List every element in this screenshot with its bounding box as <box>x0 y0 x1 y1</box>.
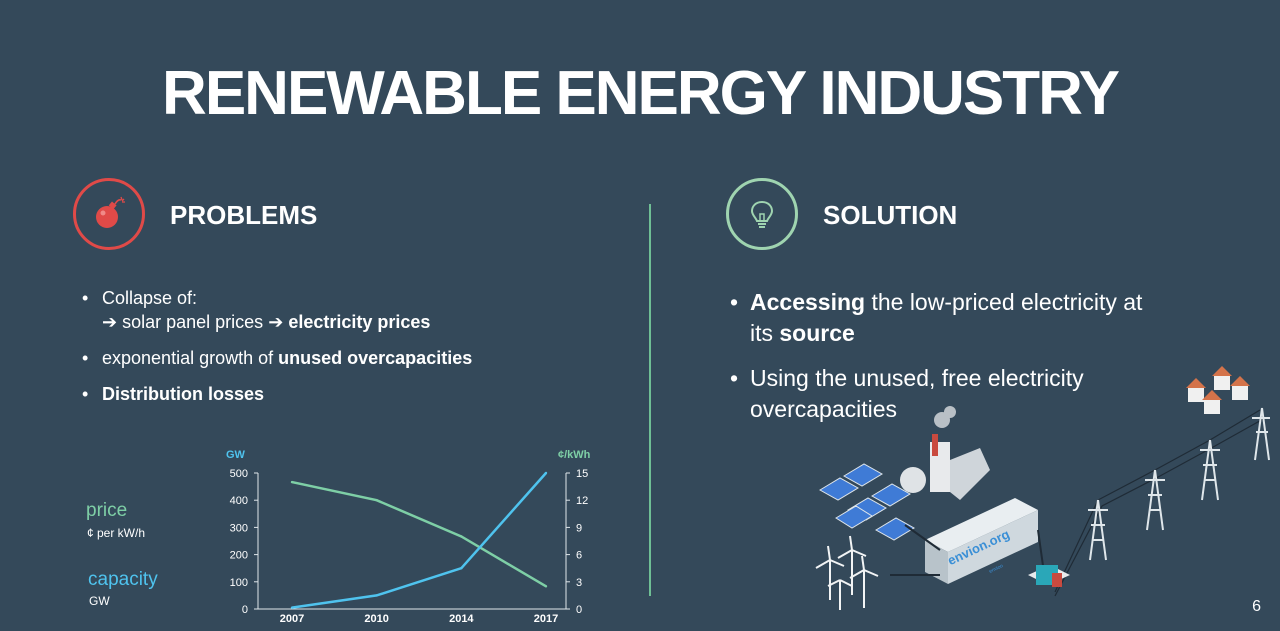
pylon-icons <box>1088 407 1270 561</box>
factory-icon <box>900 406 990 500</box>
right-tick-label: 6 <box>576 550 582 562</box>
problems-list: Collapse of: ➔ solar panel prices ➔ elec… <box>82 286 472 418</box>
transformer-icon <box>1028 565 1070 587</box>
problems-heading: PROBLEMS <box>170 200 318 230</box>
left-tick-label: 500 <box>230 468 248 480</box>
bullet-emphasis: source <box>779 320 855 346</box>
container-icon: envion.org envion <box>925 498 1038 584</box>
list-item: Accessing the low-priced electricity at … <box>730 287 1170 349</box>
solar-panel-icons <box>819 463 915 541</box>
bullet-emphasis: Accessing <box>750 289 866 315</box>
lightbulb-icon <box>726 178 798 250</box>
container-sublabel: envion <box>988 563 1004 575</box>
bullet-emphasis: electricity prices <box>288 312 431 332</box>
left-axis-title: GW <box>226 449 246 461</box>
bullet-text: solar panel prices <box>122 312 264 332</box>
arrow-icon: ➔ <box>268 312 284 332</box>
list-item: Distribution losses <box>82 382 472 406</box>
list-item: Using the unused, free electricity overc… <box>730 363 1150 425</box>
right-tick-label: 12 <box>576 495 588 507</box>
energy-grid-illustration: envion.org envion <box>815 366 1270 610</box>
bullet-text: the low-priced electricity at its <box>750 289 1143 346</box>
series-line-capacity <box>291 472 547 609</box>
right-axis-title: ¢/kWh <box>558 449 591 461</box>
right-tick-label: 3 <box>576 577 582 589</box>
left-tick-label: 400 <box>230 495 248 507</box>
solution-list: Accessing the low-priced electricity at … <box>730 287 1170 439</box>
data-point-capacity <box>544 471 548 475</box>
x-tick-label: 2010 <box>364 613 388 625</box>
data-point-price <box>290 480 294 484</box>
houses-icon <box>1186 366 1250 414</box>
data-point-price <box>375 499 378 502</box>
list-item: Collapse of: ➔ solar panel prices ➔ elec… <box>82 286 472 334</box>
legend-price: price <box>86 500 128 521</box>
left-tick-label: 100 <box>230 577 248 589</box>
data-point-price <box>544 585 548 588</box>
slide-title: RENEWABLE ENERGY INDUSTRY <box>162 59 1120 128</box>
bullet-text: exponential growth of <box>102 348 274 368</box>
right-tick-label: 0 <box>576 604 582 616</box>
right-tick-label: 9 <box>576 522 582 534</box>
list-item: exponential growth of unused overcapacit… <box>82 346 472 370</box>
data-point-capacity <box>460 567 463 570</box>
legend-capacity-unit: GW <box>89 594 110 608</box>
arrow-icon: ➔ <box>102 312 118 332</box>
bomb-icon <box>73 178 145 250</box>
data-point-capacity <box>375 594 378 597</box>
x-tick-label: 2017 <box>534 613 558 625</box>
solution-heading: SOLUTION <box>823 200 958 230</box>
wind-turbine-icons <box>815 535 879 610</box>
legend-price-unit: ¢ per kW/h <box>87 526 146 540</box>
left-tick-label: 0 <box>242 604 248 616</box>
left-tick-label: 300 <box>230 522 248 534</box>
price-capacity-chart: GW ¢/kWh 0 100 200 300 400 500 0 3 6 9 12 15 2007 2010 2… <box>226 449 591 625</box>
x-tick-label: 2014 <box>449 613 474 625</box>
left-tick-label: 200 <box>230 550 248 562</box>
data-point-price <box>460 535 463 538</box>
x-tick-label: 2007 <box>280 613 304 625</box>
bullet-text: Collapse of: <box>102 288 198 308</box>
legend-capacity: capacity <box>88 569 158 590</box>
bullet-emphasis: unused overcapacities <box>278 348 473 368</box>
section-divider <box>649 204 651 596</box>
bullet-text: Using the unused, free electricity overc… <box>750 365 1084 422</box>
bullet-emphasis: Distribution losses <box>102 384 265 404</box>
right-tick-label: 15 <box>576 468 588 480</box>
data-point-capacity <box>290 606 294 609</box>
series-line-price <box>291 480 547 588</box>
page-number: 6 <box>1252 598 1261 615</box>
